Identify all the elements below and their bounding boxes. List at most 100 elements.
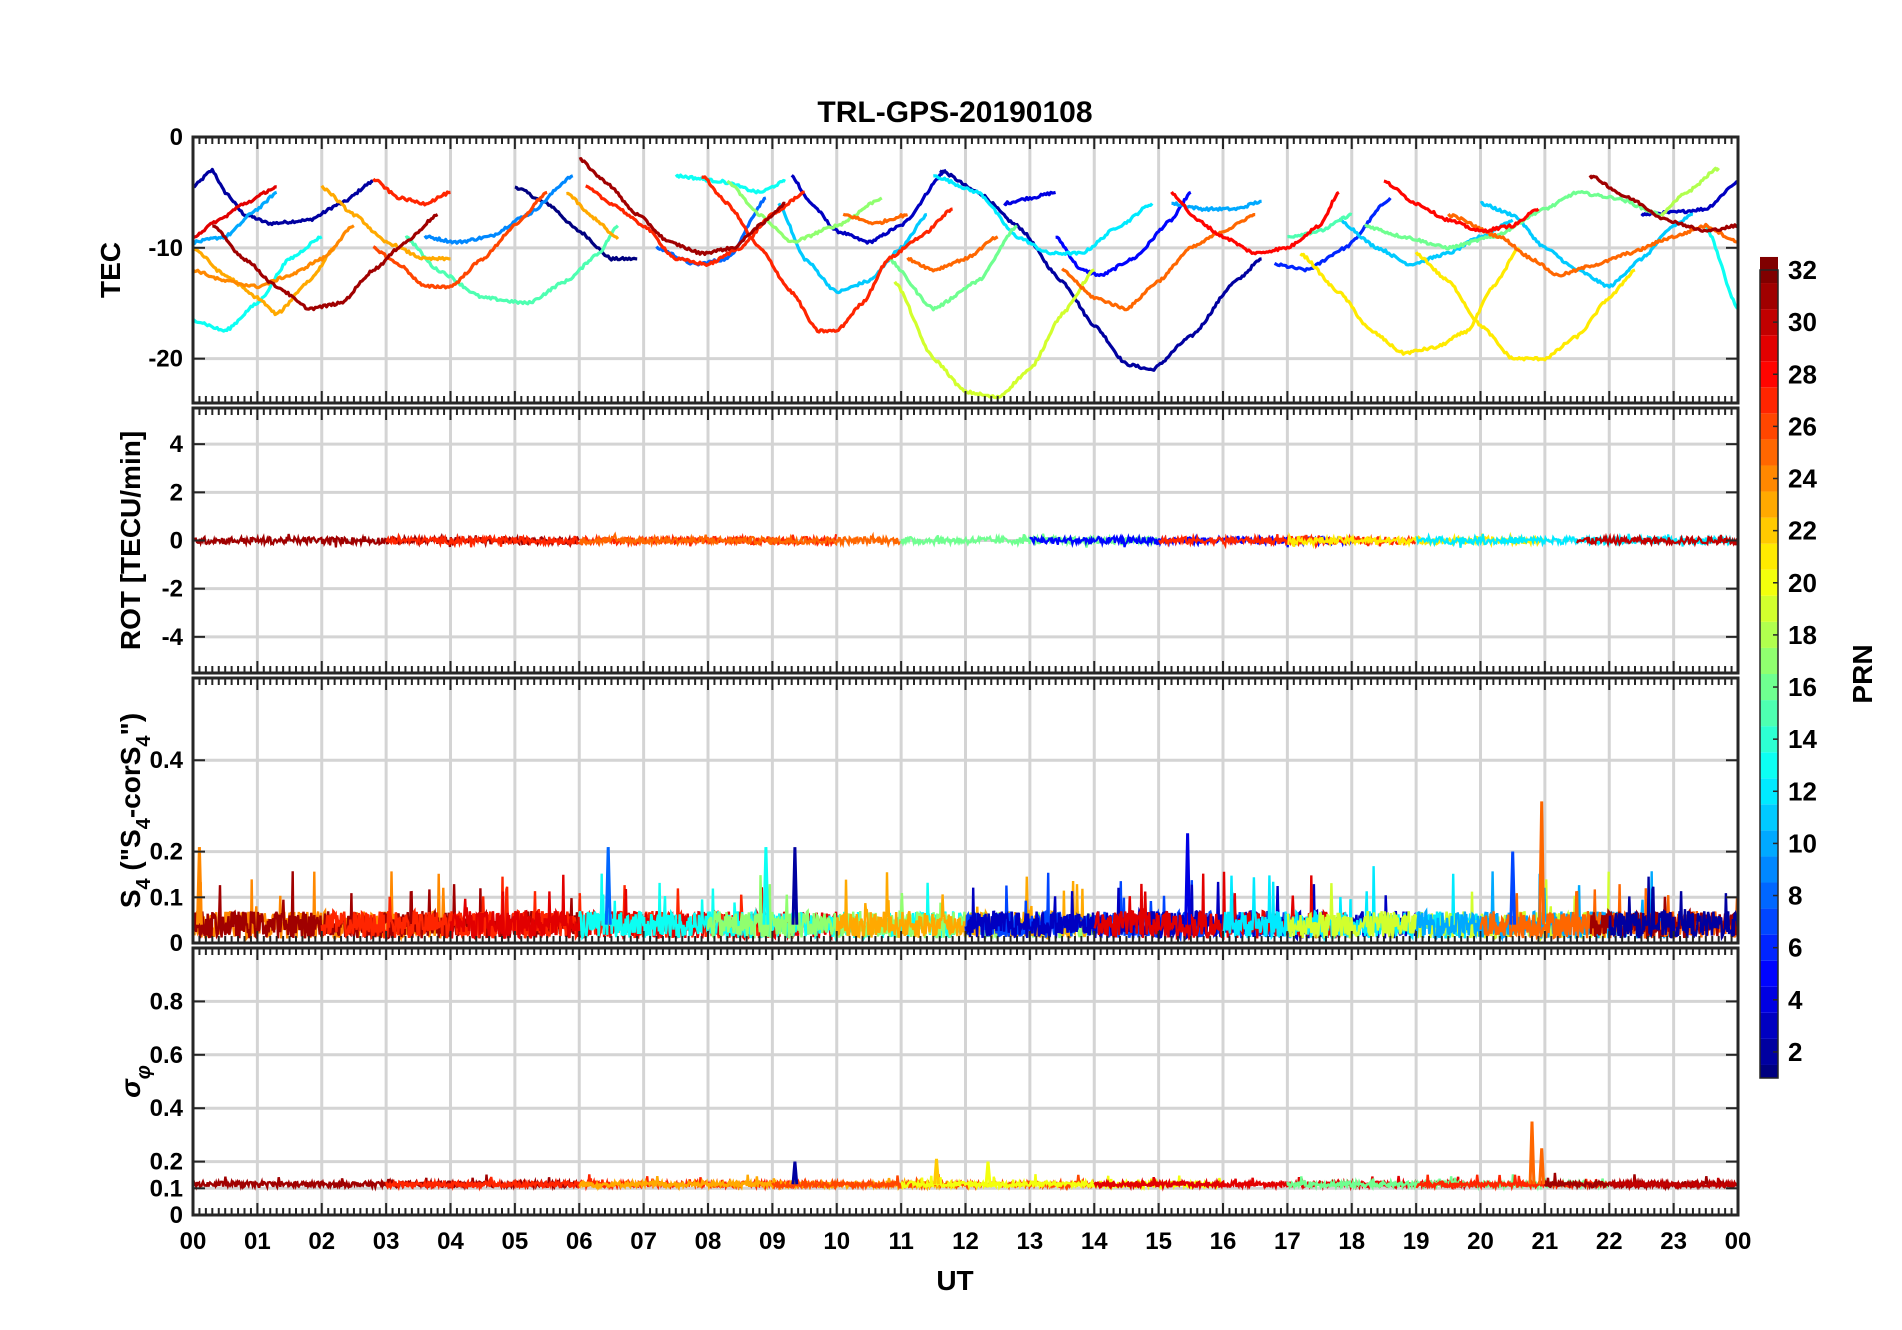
tec-series-prn-16 xyxy=(887,224,1018,312)
tec-series-prn-28 xyxy=(1383,179,1540,234)
colorbar-swatch xyxy=(1760,700,1778,727)
colorbar-tick-label: 8 xyxy=(1788,881,1802,911)
colorbar-tick-label: 12 xyxy=(1788,776,1817,806)
s4-spike-prn-7 xyxy=(1509,851,1517,925)
colorbar-swatch xyxy=(1760,439,1778,466)
x-tick-label: 06 xyxy=(566,1228,593,1255)
colorbar-swatch xyxy=(1760,517,1778,544)
panel-ticks: 0.4 0.2 0.1 0 xyxy=(150,678,1739,957)
y-label-part: ("S xyxy=(115,829,146,878)
tec-series-prn-1 xyxy=(514,185,638,262)
y-tick-label: 0.6 xyxy=(150,1042,183,1069)
tec-series-prn-31 xyxy=(578,157,786,256)
tec-series-prn-21 xyxy=(1299,246,1521,356)
sigma_phi-spike-prn-22 xyxy=(933,1158,940,1185)
y-tick-label: 0 xyxy=(170,1202,183,1229)
x-tick-label: 15 xyxy=(1145,1228,1172,1255)
colorbar-swatch xyxy=(1760,413,1778,440)
sigma_phi-spike-prn-20 xyxy=(984,1161,992,1185)
colorbar-swatch xyxy=(1760,309,1778,336)
tec-series-prn-18 xyxy=(1660,166,1720,217)
x-axis: 00 01 02 03 04 05 06 07 08 09 10 11 12 13 14 15 16 17 18 19… xyxy=(180,1228,1752,1255)
y-tick-label: -20 xyxy=(148,346,183,373)
x-tick-label: 08 xyxy=(695,1228,722,1255)
y-tick-label: -4 xyxy=(162,624,184,651)
tec-series-prn-23 xyxy=(193,246,336,317)
tec-series-prn-10 xyxy=(193,190,278,246)
colorbar-swatch xyxy=(1760,856,1778,883)
x-tick-label: 19 xyxy=(1403,1228,1430,1255)
s4-spike-prn-8 xyxy=(604,847,612,925)
y-tick-label: 0.4 xyxy=(150,1095,184,1122)
y-label-part: S xyxy=(115,889,146,908)
tec-series-prn-15 xyxy=(1287,212,1353,239)
tec-series-prn-25 xyxy=(1061,213,1256,312)
colorbar-swatch xyxy=(1760,960,1778,987)
colorbar-swatch xyxy=(1760,830,1778,857)
tec-series-prn-23 xyxy=(566,191,620,240)
colorbar-swatch xyxy=(1760,387,1778,414)
y-label-part: 4 xyxy=(133,817,155,829)
x-tick-label: 14 xyxy=(1081,1228,1108,1255)
x-tick-label: 21 xyxy=(1532,1228,1559,1255)
colorbar-tick-label: 30 xyxy=(1788,307,1817,337)
tec-series-prn-2 xyxy=(193,167,374,227)
tec-series-prn-9 xyxy=(423,174,574,245)
sigma_phi-series-prn-30 xyxy=(1608,1177,1738,1192)
colorbar-frame xyxy=(1759,269,1779,1079)
tec-series-prn-31 xyxy=(1588,174,1738,233)
colorbar-swatch xyxy=(1760,595,1778,622)
x-tick-label: 00 xyxy=(180,1228,207,1255)
tec-series-prn-4 xyxy=(1003,190,1056,207)
rot-series-prn-25 xyxy=(578,531,902,549)
y-tick-label: 0 xyxy=(170,124,183,151)
colorbar-tick-label: 20 xyxy=(1788,568,1817,598)
colorbar-swatch xyxy=(1760,647,1778,674)
tec-series-prn-2 xyxy=(938,169,1262,372)
y-tick-label: 0 xyxy=(170,930,183,957)
colorbar-swatch xyxy=(1760,361,1778,388)
colorbar-tick-label: 32 xyxy=(1788,255,1817,285)
chart-title: TRL-GPS-20190108 xyxy=(817,96,1092,129)
tec-series-prn-29 xyxy=(193,185,277,240)
y-tick-label: 0.8 xyxy=(150,988,183,1015)
colorbar-tick-label: 6 xyxy=(1788,933,1802,963)
x-tick-label: 12 xyxy=(952,1228,979,1255)
y-axis-label-rot: ROT [TECU/min] xyxy=(115,431,146,650)
x-tick-label: 10 xyxy=(823,1228,850,1255)
x-tick-label: 04 xyxy=(437,1228,464,1255)
tec-series-prn-15 xyxy=(404,224,619,306)
s4-spike-prn-25 xyxy=(1538,801,1546,925)
panel-data xyxy=(193,531,1738,550)
x-tick-label: 13 xyxy=(1017,1228,1044,1255)
s4-spike-prn-24 xyxy=(196,847,203,925)
colorbar-swatch xyxy=(1760,752,1778,779)
colorbar-tick-label: 4 xyxy=(1788,985,1803,1015)
panel-tec: 0 -10 -20 TEC xyxy=(95,124,1740,405)
x-axis-label: UT xyxy=(936,1265,973,1296)
x-tick-label: 01 xyxy=(244,1228,271,1255)
tec-series-prn-24 xyxy=(193,224,355,290)
colorbar-swatch xyxy=(1760,1012,1778,1039)
y-tick-label: 4 xyxy=(170,431,184,458)
rot-series-prn-30 xyxy=(1576,532,1738,549)
panel-data xyxy=(193,157,1738,400)
tec-series-prn-31 xyxy=(212,213,439,312)
x-tick-label: 23 xyxy=(1660,1228,1687,1255)
tec-series-prn-25 xyxy=(906,235,999,273)
y-axis-label-tec: TEC xyxy=(95,242,126,298)
sigma_phi-spike-prn-25 xyxy=(1528,1121,1536,1185)
tec-series-prn-5 xyxy=(1055,190,1192,278)
y-tick-label: 0.1 xyxy=(150,884,183,911)
y-tick-label: 0.2 xyxy=(150,839,183,866)
sigma_phi-spike-prn-2 xyxy=(791,1161,799,1185)
tec-series-prn-3 xyxy=(790,168,947,245)
y-label-part: ") xyxy=(115,713,146,736)
tec-series-prn-13 xyxy=(193,235,323,333)
y-tick-label: 0 xyxy=(170,528,183,555)
panel-ticks: 4 2 0 -2 -4 xyxy=(162,408,1739,673)
